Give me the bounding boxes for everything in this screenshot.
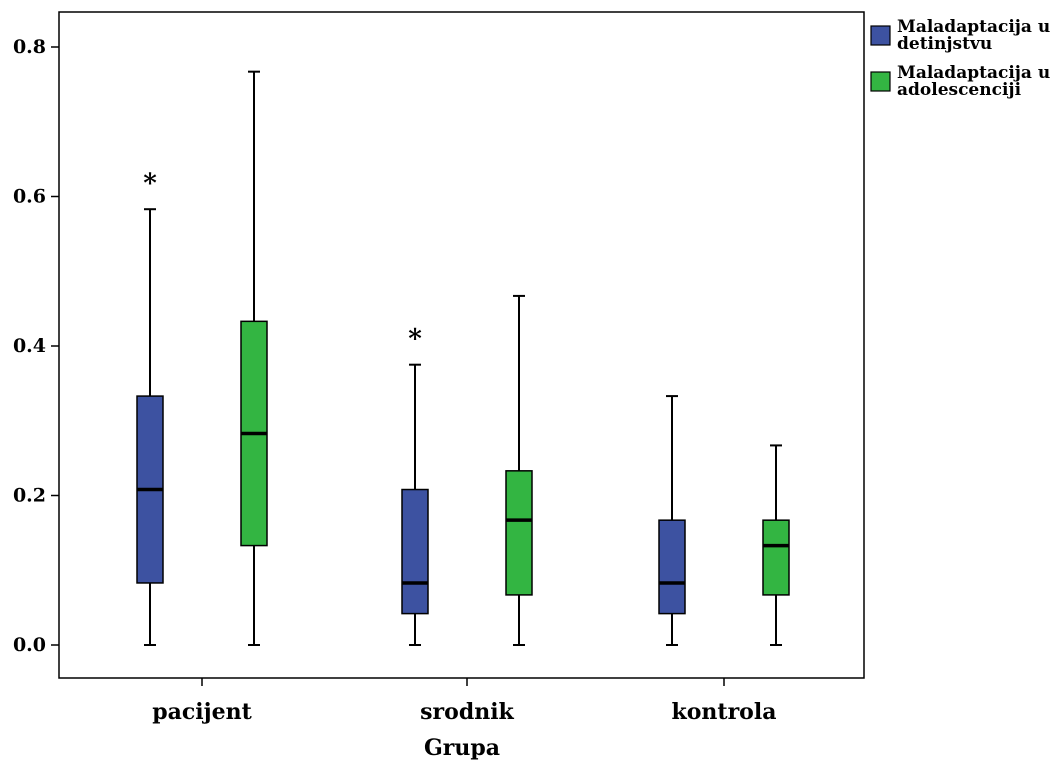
y-tick-label: 0.0 [13,634,46,656]
x-axis-title: Grupa [424,735,500,761]
box-series: ** [136,70,790,646]
box-srodnik-detinjstvu: * [401,324,429,646]
legend-swatch [870,25,891,46]
iqr-box [762,519,790,596]
legend-label: Maladaptacija u adolescenciji [897,63,1050,100]
x-tick-label: kontrola [672,699,777,725]
outlier-marker: * [143,169,157,199]
box-kontrola-adolescenciji [762,444,790,646]
x-tick-label: pacijent [152,699,252,725]
plot-frame [58,11,865,679]
box-srodnik-adolescenciji [505,294,533,646]
legend-label-line: adolescenciji [897,80,1022,100]
y-tick-label: 0.8 [13,36,46,58]
legend-swatch [870,71,891,92]
y-tick-label: 0.6 [13,186,46,208]
y-axis: 0.0 0.2 0.4 0.6 0.8 [13,36,59,656]
legend-label-line: detinjstvu [897,34,992,54]
outlier-marker: * [408,324,422,354]
box-kontrola-detinjstvu [658,395,686,646]
y-tick-label: 0.4 [13,335,46,357]
iqr-box [658,519,686,615]
x-axis: pacijent srodnik kontrola [152,678,776,725]
legend-label-line: Maladaptacija u [897,63,1050,83]
box-pacijent-detinjstvu: * [136,169,164,646]
legend-label-line: Maladaptacija u [897,17,1050,37]
legend-label: Maladaptacija u detinjstvu [897,17,1050,54]
box-pacijent-adolescenciji [240,70,268,646]
y-tick-label: 0.2 [13,485,46,507]
iqr-box [505,470,533,596]
iqr-box [401,488,429,615]
x-tick-label: srodnik [420,699,514,725]
